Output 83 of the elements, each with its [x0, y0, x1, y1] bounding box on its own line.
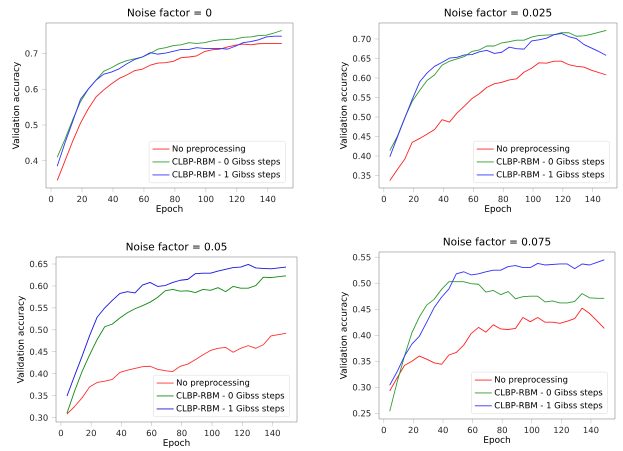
- x-tick-label: 60: [139, 196, 149, 202]
- y-tick-label: 0.6: [25, 86, 38, 92]
- legend-label: No preprocessing: [497, 145, 570, 154]
- y-tick-label: 0.35: [352, 358, 370, 364]
- legend-label: CLBP-RBM - 1 Gibss steps: [176, 404, 284, 414]
- y-tick-label: 0.45: [30, 348, 48, 355]
- y-axis-title: Validation accuracy: [16, 296, 26, 384]
- x-axis-title: Epoch: [484, 436, 510, 445]
- x-tick-label: 120: [230, 196, 244, 202]
- y-tick-label: 0.65: [30, 260, 48, 268]
- x-axis-title: Epoch: [156, 205, 182, 214]
- x-tick-label: 40: [108, 196, 118, 202]
- y-tick-label: 0.25: [352, 410, 370, 416]
- y-tick-label: 0.50: [352, 280, 371, 286]
- legend-label: No preprocessing: [172, 145, 245, 154]
- x-tick-label: 20: [77, 196, 87, 202]
- legend-label: No preprocessing: [176, 379, 250, 388]
- x-tick-label: 80: [176, 430, 187, 436]
- y-tick-label: 0.7: [25, 50, 38, 57]
- x-tick-label: 60: [468, 196, 478, 202]
- y-tick-label: 0.55: [352, 94, 370, 101]
- y-tick-label: 0.55: [30, 304, 48, 312]
- x-tick-label: 60: [468, 426, 478, 434]
- y-tick-label: 0.35: [30, 392, 48, 399]
- y-axis-title: Validation accuracy: [12, 62, 21, 150]
- y-tick-label: 0.45: [352, 133, 370, 140]
- x-axis-title: Epoch: [485, 205, 511, 214]
- y-tick-label: 0.35: [352, 172, 370, 179]
- x-tick-label: 40: [438, 196, 448, 202]
- x-tick-label: 0: [58, 430, 64, 436]
- legend-label: No preprocessing: [495, 376, 568, 384]
- y-axis-title: Validation accuracy: [340, 62, 349, 150]
- x-tick-label: 80: [498, 196, 508, 202]
- x-tick-label: 20: [408, 426, 418, 434]
- x-tick-label: 80: [497, 426, 508, 434]
- x-tick-label: 0: [382, 196, 386, 202]
- x-tick-label: 120: [554, 426, 569, 434]
- x-tick-label: 40: [116, 430, 126, 436]
- x-tick-label: 0: [48, 196, 54, 202]
- y-tick-label: 0.40: [30, 370, 48, 377]
- chart-title: Noise factor = 0: [128, 8, 212, 16]
- x-tick-label: 40: [438, 426, 448, 434]
- y-tick-label: 0.30: [352, 384, 371, 390]
- x-tick-label: 140: [586, 196, 600, 202]
- chart-title: Noise factor = 0.05: [126, 242, 226, 250]
- legend-label: CLBP-RBM - 1 Gibss steps: [494, 402, 602, 410]
- legend-label: CLBP-RBM - 0 Gibss steps: [172, 158, 280, 166]
- y-tick-label: 0.40: [352, 152, 371, 160]
- y-tick-label: 0.55: [352, 254, 370, 260]
- legend-label: CLBP-RBM - 1 Gibss steps: [172, 170, 280, 180]
- x-axis-title: Epoch: [164, 439, 190, 448]
- legend-label: CLBP-RBM - 0 Gibss steps: [494, 388, 602, 398]
- x-tick-label: 120: [235, 430, 250, 436]
- y-tick-label: 0.50: [352, 114, 371, 120]
- x-tick-label: 140: [260, 196, 276, 202]
- chart-title: Noise factor = 0.075: [444, 237, 550, 246]
- x-tick-label: 120: [556, 196, 570, 202]
- x-tick-label: 80: [170, 196, 180, 202]
- x-tick-label: 140: [584, 426, 598, 434]
- x-tick-label: 0: [382, 426, 386, 434]
- y-tick-label: 0.70: [352, 36, 371, 42]
- y-axis-title: Validation accuracy: [340, 292, 349, 380]
- y-tick-label: 0.40: [352, 332, 371, 338]
- y-tick-label: 0.45: [352, 306, 370, 312]
- y-tick-label: 0.5: [25, 122, 38, 128]
- chart-title: Noise factor = 0.025: [444, 8, 552, 16]
- y-tick-label: 0.65: [352, 55, 370, 62]
- y-tick-label: 0.30: [30, 414, 48, 421]
- y-tick-label: 0.4: [25, 158, 38, 164]
- x-tick-label: 140: [265, 430, 280, 436]
- legend-label: CLBP-RBM - 1 Gibss steps: [496, 170, 604, 180]
- legend-label: CLBP-RBM - 0 Gibss steps: [176, 392, 284, 400]
- y-tick-label: 0.60: [352, 74, 371, 82]
- y-tick-label: 0.50: [30, 326, 48, 334]
- legend-label: CLBP-RBM - 0 Gibss steps: [496, 158, 604, 166]
- x-tick-label: 20: [86, 430, 96, 436]
- x-tick-label: 60: [146, 430, 156, 436]
- x-tick-label: 100: [204, 430, 220, 436]
- y-tick-label: 0.60: [30, 282, 48, 290]
- x-tick-label: 100: [526, 196, 541, 202]
- x-tick-label: 100: [524, 426, 540, 434]
- x-tick-label: 100: [198, 196, 214, 202]
- x-tick-label: 20: [408, 196, 419, 202]
